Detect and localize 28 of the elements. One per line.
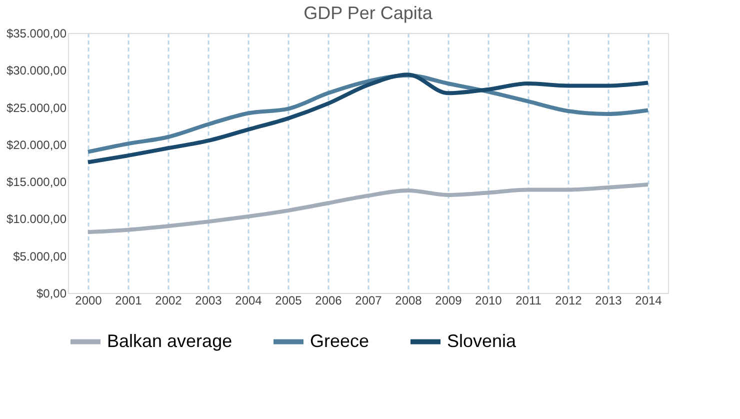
x-tick-label: 2011 xyxy=(516,294,542,308)
x-tick-label: 2012 xyxy=(555,294,582,308)
x-tick-label: 2009 xyxy=(435,294,462,308)
line-series xyxy=(86,182,650,234)
x-tick-label: 2014 xyxy=(635,294,662,308)
y-tick-label: $5.000,00 xyxy=(13,249,67,264)
y-tick-label: $0,00 xyxy=(36,286,67,300)
y-tick-label: $35.000,00 xyxy=(6,26,67,40)
x-tick-label: 2005 xyxy=(275,294,302,308)
y-tick-label: $20.000,00 xyxy=(6,138,67,152)
x-tick-label: 2013 xyxy=(595,294,622,308)
legend-label: Greece xyxy=(310,330,370,351)
x-tick-label: 2006 xyxy=(315,294,342,308)
x-tick-label: 2001 xyxy=(115,294,142,308)
x-tick-label: 2000 xyxy=(75,294,102,308)
y-tick-label: $25.000,00 xyxy=(6,100,67,115)
x-tick-label: 2008 xyxy=(395,294,422,308)
legend-label: Slovenia xyxy=(447,330,518,351)
x-tick-label: 2010 xyxy=(475,294,502,308)
y-tick-label: $30.000,00 xyxy=(6,64,67,78)
x-tick-label: 2002 xyxy=(155,294,182,308)
x-tick-label: 2007 xyxy=(355,294,382,308)
legend-label: Balkan average xyxy=(107,330,232,351)
chart-title: GDP Per Capita xyxy=(304,3,434,23)
x-tick-label: 2003 xyxy=(195,294,222,308)
y-tick-label: $10.000,00 xyxy=(6,212,67,226)
y-tick-label: $15.000,00 xyxy=(6,175,67,190)
x-tick-label: 2004 xyxy=(235,294,262,308)
